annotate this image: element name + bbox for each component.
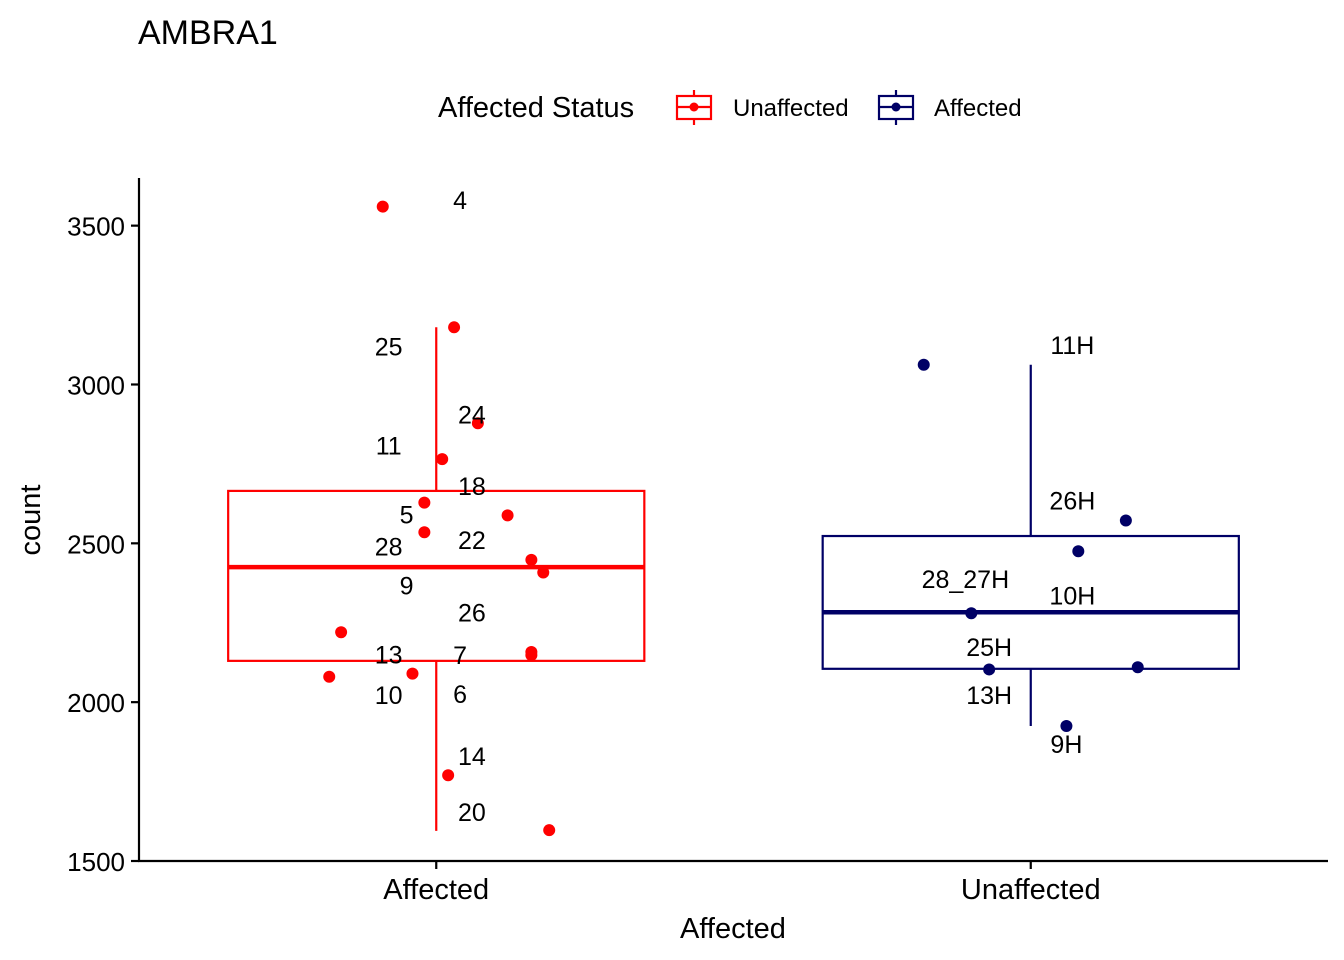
data-label-28_27H: 28_27H [922,566,1010,594]
data-point-11H [917,358,930,371]
data-label-25H: 25H [966,634,1012,662]
y-tick-label-3500: 3500 [67,212,125,242]
y-tick-label-1500: 1500 [67,847,125,877]
data-point-9 [537,566,550,579]
data-label-28: 28 [375,534,403,562]
data-point-25H [1131,661,1144,674]
data-point-20 [543,824,556,837]
data-label-4: 4 [453,187,467,215]
data-point-10H [1072,545,1085,558]
data-point-9H [1060,719,1073,732]
data-point-24 [471,417,484,430]
legend-key-unaffected [675,90,713,125]
legend-label-unaffected: Unaffected [733,95,849,122]
x-tick-label-affected: Affected [383,874,489,906]
data-point-4 [376,200,389,213]
x-axis-label: Affected [680,913,786,945]
chart-title: AMBRA1 [138,14,278,52]
data-point-22 [525,553,538,566]
data-label-24: 24 [458,402,486,430]
data-point-6 [323,670,336,683]
iqr-box [821,534,1240,670]
data-label-9H: 9H [1050,731,1082,759]
data-label-22: 22 [458,527,486,555]
legend-title: Affected Status [438,92,634,124]
data-point-11 [436,453,449,466]
legend-label-affected: Affected [934,95,1022,122]
data-label-13: 13 [375,642,403,670]
data-point-28 [418,526,431,539]
data-label-11: 11 [376,432,402,460]
boxplot-unaffected: 4 25 24 11 18 5 28 22 9 26 13 7 10 6 14 20 [227,187,646,837]
x-tick-label-unaffected: Unaffected [961,874,1101,906]
data-label-14: 14 [458,743,486,771]
data-label-11H: 11H [1050,332,1094,360]
data-point-5 [501,509,514,522]
data-label-10: 10 [375,682,403,710]
data-point-14 [442,769,455,782]
data-label-9: 9 [400,573,414,601]
data-point-7 [525,649,538,662]
data-label-26: 26 [458,599,486,627]
y-tick-label-2500: 2500 [67,529,125,559]
data-label-13H: 13H [966,682,1012,710]
data-point-10 [406,667,419,680]
legend-key-affected [877,90,915,125]
data-label-20: 20 [458,799,486,827]
data-point-26H [1119,514,1132,527]
y-axis-label: count [15,485,47,556]
y-axis-ticks: 1500 2000 2500 3000 3500 [67,212,139,877]
data-label-5: 5 [400,502,414,530]
data-point-26 [335,626,348,639]
data-label-26H: 26H [1049,487,1095,515]
data-point-28_27H [965,607,978,620]
data-label-18: 18 [458,473,486,501]
y-tick-label-2000: 2000 [67,688,125,718]
data-label-10H: 10H [1049,583,1095,611]
data-point-18 [418,496,431,509]
data-label-7: 7 [453,642,467,670]
data-label-25: 25 [375,333,403,361]
plot-area: 4 25 24 11 18 5 28 22 9 26 13 7 10 6 14 20 11H 26H 10H 28_2… [227,187,1240,837]
iqr-box [227,489,646,662]
boxplot-affected: 11H 26H 10H 28_27H 25H 13H 9H [821,332,1240,759]
data-point-25 [448,321,461,334]
data-point-13H [983,663,996,676]
data-label-6: 6 [453,681,467,709]
y-tick-label-3000: 3000 [67,370,125,400]
legend: Affected Status Unaffected Affected [438,90,1022,125]
x-axis-ticks: Affected Unaffected [383,861,1101,906]
